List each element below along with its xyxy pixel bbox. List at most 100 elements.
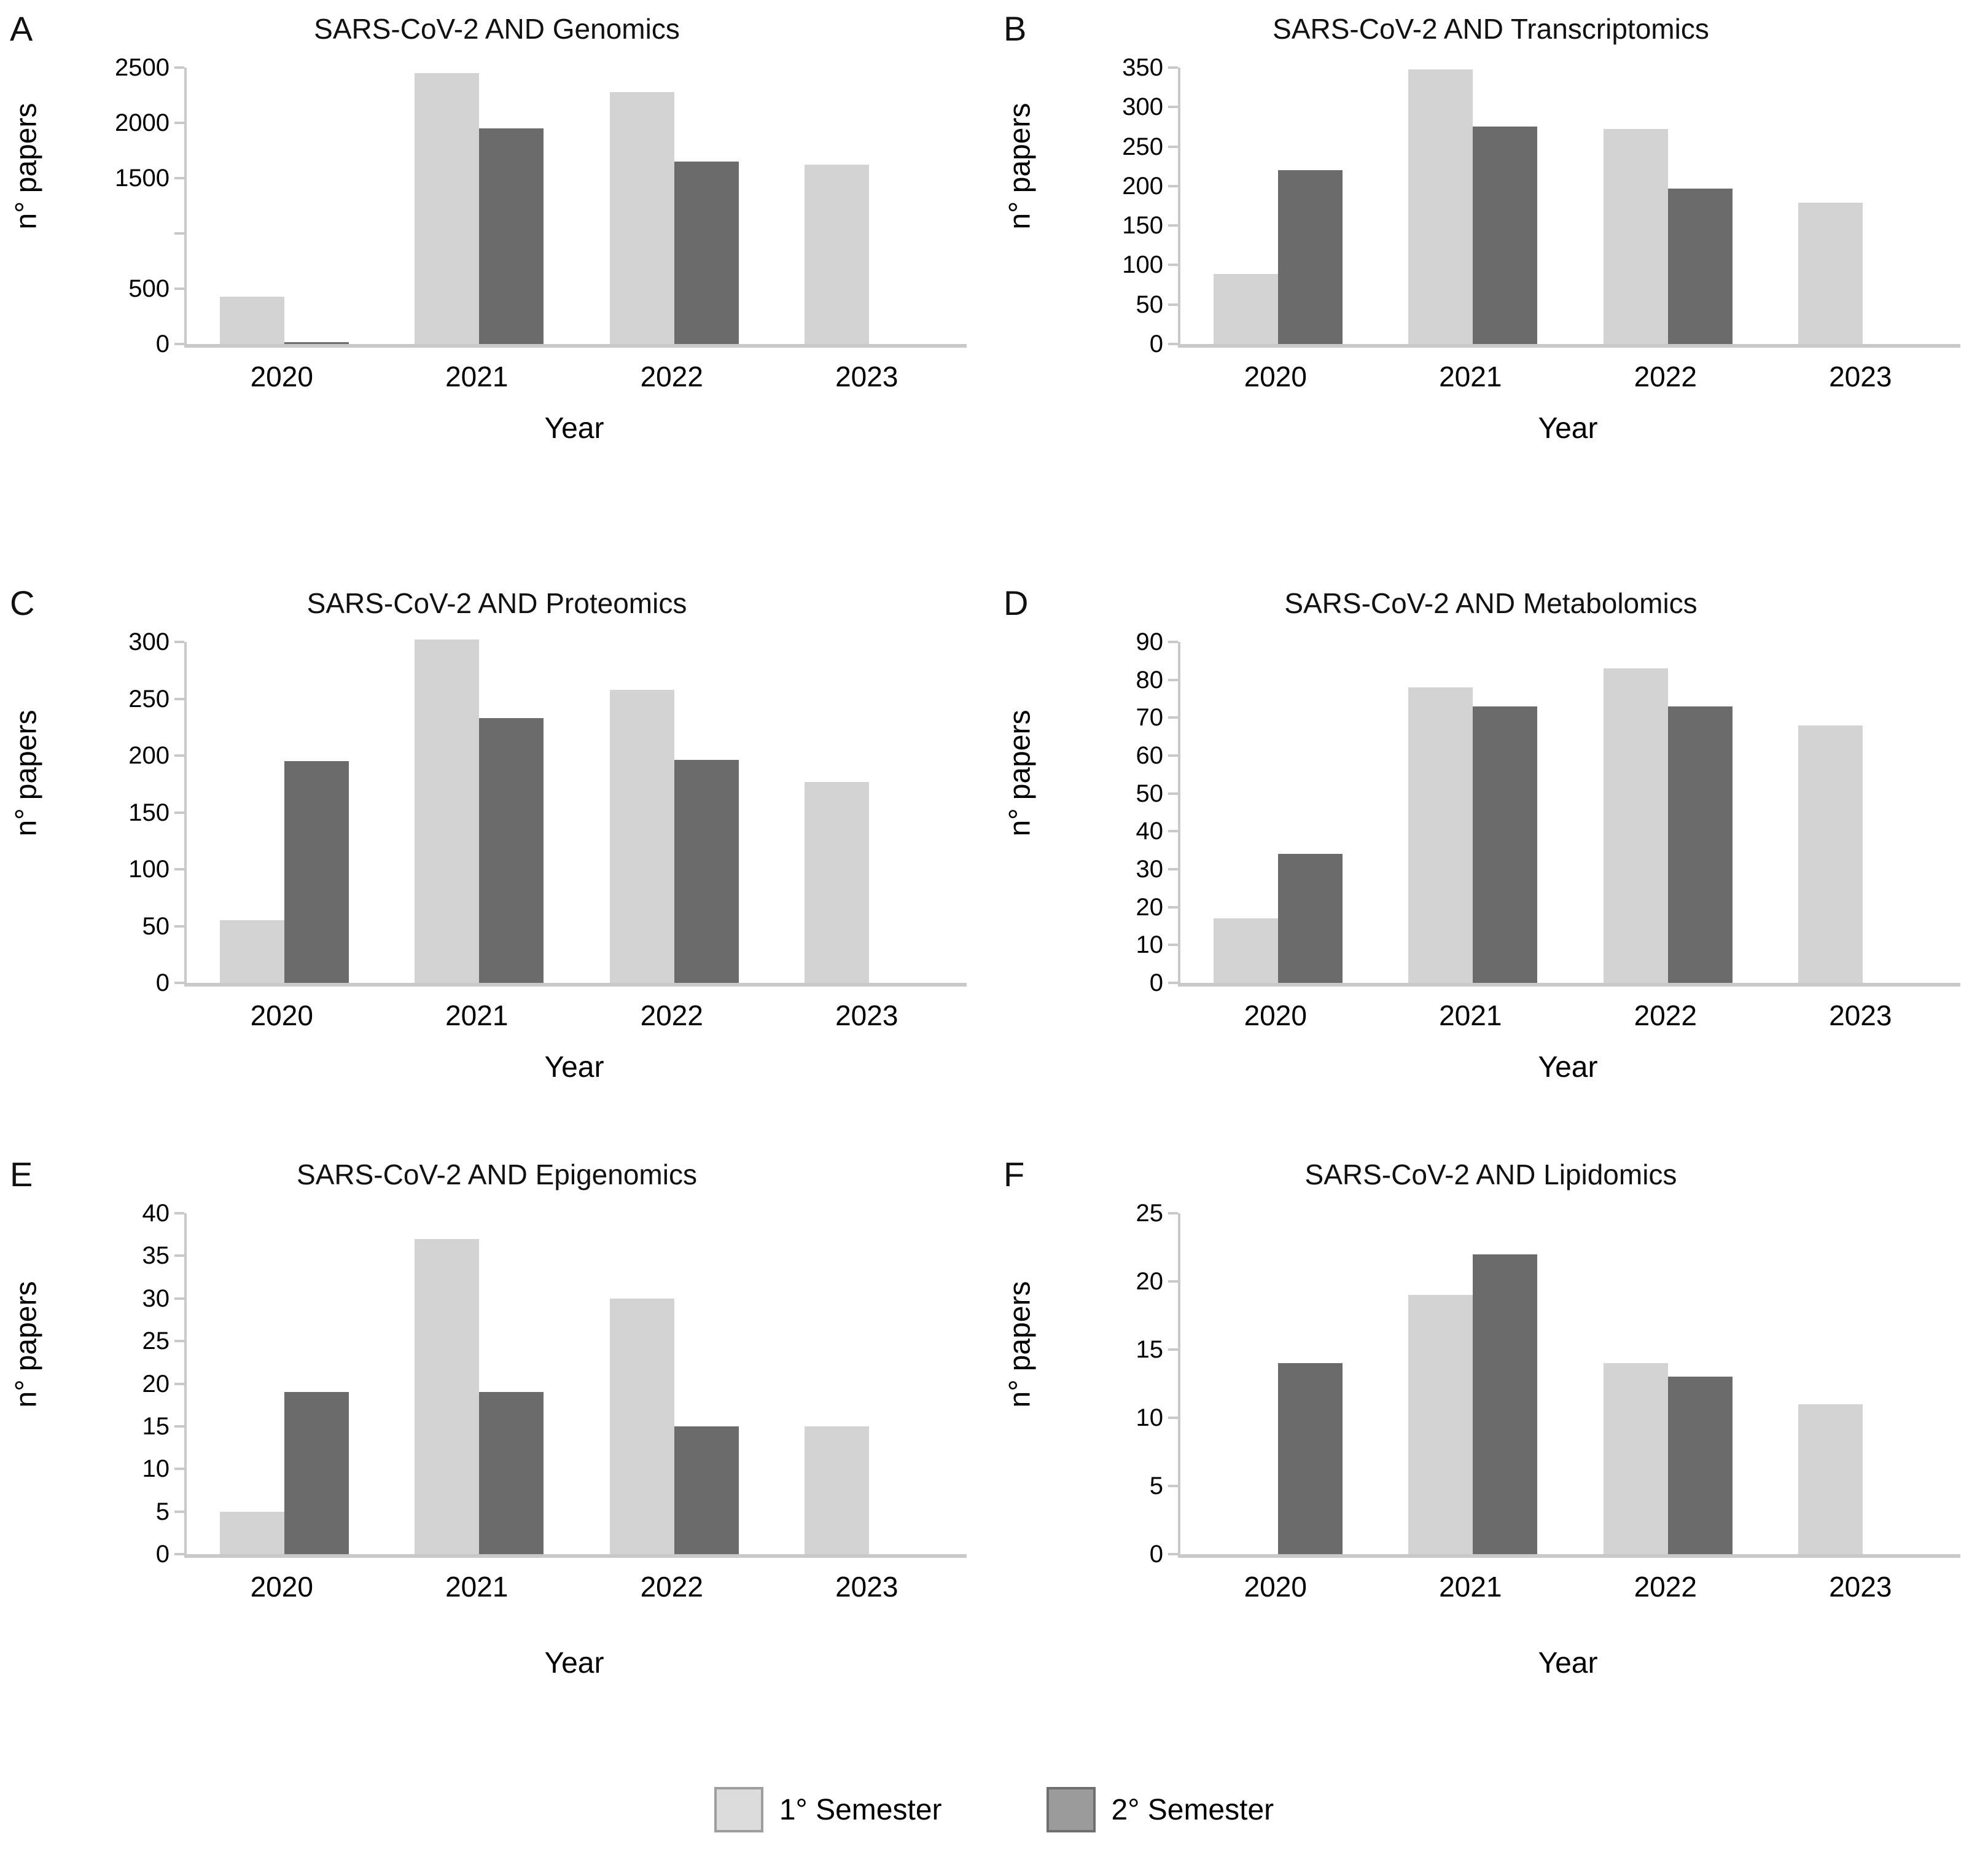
y-tick-mark (174, 641, 184, 643)
y-tick-mark (174, 697, 184, 700)
bar-group-2021 (1376, 1213, 1571, 1554)
chart-title: SARS-CoV-2 AND Epigenomics (297, 1159, 697, 1190)
x-tick-label: 2021 (1439, 361, 1502, 393)
x-axis-label: Year (544, 412, 604, 445)
x-tick-label: 2020 (1244, 361, 1307, 393)
y-tick-label: 40 (142, 1200, 170, 1227)
y-tick-mark (174, 66, 184, 69)
y-tick-label: 40 (1136, 818, 1164, 845)
y-tick-mark (174, 1553, 184, 1555)
bar-2022-sem2 (1667, 188, 1733, 344)
y-tick-label: 1500 (115, 165, 170, 192)
x-tick-label: 2021 (445, 1571, 509, 1603)
y-tick-label: 35 (142, 1242, 170, 1270)
bar-2021-sem1 (415, 1238, 480, 1554)
bar-group-2022 (577, 68, 772, 344)
y-tick-label: 25 (1136, 1200, 1164, 1227)
y-tick-label: 10 (142, 1455, 170, 1483)
y-tick-mark (1168, 905, 1178, 909)
bar-group-2021 (382, 639, 577, 983)
bar-2021-sem2 (1473, 1254, 1538, 1554)
plot-area (174, 639, 967, 987)
y-tick-label: 25 (142, 1327, 170, 1355)
y-axis-tick-labels: 0 5 10 15 20 25 30 35 40 (68, 1201, 178, 1566)
bar-2020-sem1 (1213, 273, 1278, 344)
chart-title: SARS-CoV-2 AND Metabolomics (1284, 587, 1698, 619)
y-tick-label: 80 (1136, 666, 1164, 694)
y-axis-tick-labels: 0 5 10 15 20 25 (1061, 1201, 1172, 1566)
x-tick-label: 2023 (835, 1571, 898, 1603)
y-tick-mark (1168, 868, 1178, 871)
bar-2020-sem2 (1277, 1363, 1343, 1554)
y-tick-mark (174, 1425, 184, 1428)
bar-group-2023 (772, 1213, 967, 1554)
y-tick-label: 0 (1149, 1541, 1163, 1568)
bar-group-2021 (1376, 642, 1571, 983)
y-tick-label: 2000 (115, 109, 170, 136)
bar-2023-sem1 (805, 1426, 870, 1554)
y-tick-label: 20 (1136, 893, 1164, 921)
bar-group-2022 (577, 642, 772, 983)
y-tick-mark (1168, 678, 1178, 681)
bar-2022-sem2 (674, 760, 739, 983)
y-tick-label: 50 (1136, 780, 1164, 807)
y-tick-mark (1168, 830, 1178, 833)
chart-title: SARS-CoV-2 AND Transcriptomics (1273, 13, 1709, 45)
bar-group-2023 (1766, 642, 1961, 983)
bar-2022-sem1 (609, 1298, 674, 1554)
y-tick-label: 0 (1149, 969, 1163, 996)
bar-2023-sem1 (805, 781, 870, 983)
chart-title: SARS-CoV-2 AND Genomics (314, 13, 680, 45)
panel-E: E SARS-CoV-2 AND Epigenomics n° papers 0 5 10… (0, 1146, 994, 1760)
plot-area (174, 66, 967, 348)
y-axis-tick-labels: 0 500 1500 2000 2500 (68, 55, 178, 356)
x-axis-label: Year (1538, 1647, 1598, 1679)
y-tick-label: 15 (142, 1412, 170, 1440)
chart-title: SARS-CoV-2 AND Lipidomics (1304, 1159, 1677, 1190)
y-tick-label: 150 (128, 799, 170, 826)
legend-item-sem2: 2° Semester (1046, 1787, 1274, 1832)
bar-2020-sem1 (1213, 918, 1278, 983)
y-tick-label: 70 (1136, 704, 1164, 732)
y-tick-mark (1168, 224, 1178, 227)
y-tick-mark (174, 1212, 184, 1214)
bar-groups (1180, 68, 1960, 344)
bar-group-2020 (1180, 68, 1376, 344)
y-tick-mark (174, 232, 184, 235)
x-tick-label: 2023 (1829, 361, 1892, 393)
x-tick-label: 2023 (835, 361, 898, 393)
y-tick-label: 15 (1136, 1336, 1164, 1363)
bar-2021-sem2 (1473, 706, 1538, 983)
x-tick-label: 2022 (640, 1571, 703, 1603)
y-tick-mark (1168, 184, 1178, 187)
y-tick-label: 100 (1122, 251, 1163, 279)
bar-group-2021 (1376, 68, 1571, 344)
y-tick-label: 250 (128, 685, 170, 713)
panel-D: D SARS-CoV-2 AND Metabolomics n° papers 0 10… (994, 574, 1988, 1146)
y-tick-mark (174, 122, 184, 124)
y-tick-mark (1168, 1417, 1178, 1419)
x-axis-tick-labels: 2020 2021 2022 2023 (184, 360, 964, 393)
panel-letter: C (10, 584, 35, 622)
panel-letter: B (1004, 9, 1027, 48)
bar-2021-sem1 (1408, 1295, 1473, 1554)
bar-groups (187, 639, 967, 983)
y-tick-label: 200 (1122, 172, 1163, 200)
y-tick-label: 50 (142, 912, 170, 940)
y-tick-label: 2500 (115, 54, 170, 81)
bar-group-2020 (187, 68, 382, 344)
y-tick-label: 10 (1136, 931, 1164, 959)
y-tick-mark (174, 754, 184, 757)
y-axis-tick-labels: 0 10 20 30 40 50 60 70 80 90 (1061, 630, 1172, 995)
x-tick-label: 2022 (1634, 999, 1697, 1031)
bar-2021-sem1 (1408, 69, 1473, 344)
legend-swatch-sem2-icon (1046, 1787, 1096, 1832)
y-tick-mark (1168, 303, 1178, 306)
y-tick-label: 500 (128, 275, 170, 302)
y-tick-label: 60 (1136, 742, 1164, 769)
bar-group-2023 (772, 68, 967, 344)
x-tick-label: 2022 (640, 999, 703, 1031)
y-tick-mark (1168, 343, 1178, 345)
legend-label-sem2: 2° Semester (1111, 1793, 1274, 1826)
bar-group-2020 (187, 1213, 382, 1554)
